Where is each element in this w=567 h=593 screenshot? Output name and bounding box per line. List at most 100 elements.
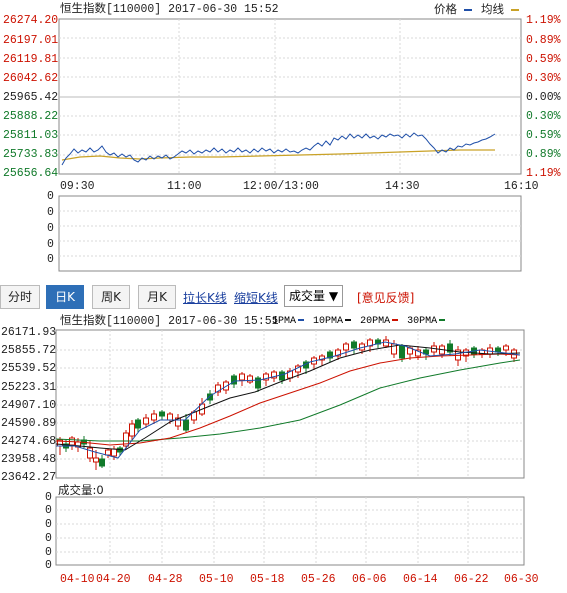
candle-body — [87, 447, 93, 459]
candle-body — [271, 371, 277, 379]
candle-body — [351, 341, 357, 349]
candle-body — [111, 448, 117, 457]
intraday-volume-frame — [58, 195, 522, 272]
date-tick: 06-06 — [352, 573, 387, 586]
time-tick: 11:00 — [167, 180, 202, 193]
ma30-swatch — [439, 319, 446, 322]
candle-body — [503, 345, 509, 351]
y-tick: 26274.20 — [3, 14, 59, 27]
date-tick: 06-22 — [454, 573, 489, 586]
lengthen-k-link[interactable]: 拉长K线 — [183, 291, 227, 305]
tab-week-k[interactable]: 周K — [92, 285, 130, 309]
ma5-line — [56, 341, 521, 459]
k-y-tick: 24590.89 — [1, 417, 57, 430]
pct-tick: 1.19% — [526, 14, 561, 27]
ma-legend: 5PMA 10PMA 20PMA 30PMA — [272, 316, 446, 328]
candle-body — [143, 417, 149, 425]
pct-tick: 0.30% — [526, 72, 561, 85]
pct-tick: 0.30% — [526, 110, 561, 123]
date-tick: 04-20 — [96, 573, 131, 586]
candle-body — [263, 373, 269, 381]
pct-tick: 0.89% — [526, 148, 561, 161]
k-y-tick: 26171.93 — [1, 326, 57, 339]
ma10-line — [55, 344, 521, 451]
kline-volume-label: 成交量:0 — [58, 483, 104, 497]
candle-body — [335, 349, 341, 357]
candle-body — [183, 419, 189, 431]
vol-tick: 0 — [47, 190, 54, 203]
ma20-swatch — [392, 319, 399, 322]
candle-body — [495, 347, 501, 353]
date-tick: 06-14 — [403, 573, 438, 586]
pct-tick: 0.59% — [526, 53, 561, 66]
candle-body — [215, 384, 221, 393]
y-tick: 26042.62 — [3, 72, 59, 85]
date-tick: 05-10 — [199, 573, 234, 586]
vol-tick: 0 — [47, 206, 54, 219]
y-tick: 25888.22 — [3, 110, 59, 123]
candle-body — [207, 393, 213, 401]
date-tick: 05-26 — [301, 573, 336, 586]
intraday-chart[interactable] — [0, 0, 567, 275]
ma5-swatch — [298, 319, 305, 322]
time-tick: 09:30 — [60, 180, 95, 193]
y-tick: 26197.01 — [3, 34, 59, 47]
legend-avg-label: 均线 — [481, 2, 504, 16]
k-y-tick: 25539.52 — [1, 362, 57, 375]
candle-body — [279, 371, 285, 381]
candle-body — [99, 458, 105, 467]
y-tick: 25656.64 — [3, 167, 59, 180]
date-tick: 04-28 — [148, 573, 183, 586]
vol-tick: 0 — [47, 253, 54, 266]
candle-body — [167, 413, 173, 421]
candle-body — [159, 411, 165, 417]
k-y-tick: 23958.48 — [1, 453, 57, 466]
ma10-swatch — [345, 319, 352, 322]
kline-gridlines — [56, 330, 524, 478]
avg-line — [61, 149, 495, 161]
candle-body — [415, 349, 421, 357]
kline-volume-frame — [55, 496, 525, 566]
tab-timeshare[interactable]: 分时 — [0, 285, 40, 309]
shorten-k-link[interactable]: 缩短K线 — [234, 291, 278, 305]
candle-body — [319, 355, 325, 361]
y-tick: 26119.81 — [3, 53, 59, 66]
candle-body — [247, 375, 253, 383]
ma5-label: 5PMA — [272, 316, 297, 327]
candle-body — [129, 423, 135, 437]
ma10-label: 10PMA — [313, 316, 344, 327]
price-swatch — [463, 8, 472, 11]
k-y-tick: 24907.10 — [1, 399, 57, 412]
candle-body — [175, 417, 181, 427]
intraday-title: 恒生指数[110000] 2017-06-30 15:52 — [60, 3, 279, 16]
kvol-tick: 0 — [45, 504, 52, 517]
k-y-tick: 25855.72 — [1, 344, 57, 357]
pct-tick: 0.00% — [526, 91, 561, 104]
kvol-tick: 0 — [45, 491, 52, 504]
kvol-tick: 0 — [45, 532, 52, 545]
candle-body — [239, 373, 245, 381]
price-line — [61, 132, 496, 166]
candle-body — [151, 413, 157, 421]
kvol-tick: 0 — [45, 518, 52, 531]
kline-frame — [55, 329, 525, 479]
k-y-tick: 25223.31 — [1, 381, 57, 394]
vol-tick: 0 — [47, 222, 54, 235]
tab-month-k[interactable]: 月K — [138, 285, 176, 309]
candle-body — [105, 449, 111, 456]
time-tick: 16:10 — [504, 180, 539, 193]
candle-body — [343, 343, 349, 351]
legend-avg: 均线 — [481, 3, 519, 16]
candle-body — [231, 375, 237, 385]
feedback-link[interactable]: [意见反馈] — [357, 291, 415, 305]
k-y-tick: 24274.68 — [1, 435, 57, 448]
candle-body — [123, 432, 129, 447]
tab-day-k[interactable]: 日K — [46, 285, 84, 309]
pct-tick: 0.59% — [526, 129, 561, 142]
pct-tick: 1.19% — [526, 167, 561, 180]
indicator-select[interactable]: 成交量 ▼ — [284, 285, 344, 307]
candle-body — [255, 377, 261, 389]
kvol-tick: 0 — [45, 546, 52, 559]
kline-title: 恒生指数[110000] 2017-06-30 15:51 — [60, 315, 279, 328]
